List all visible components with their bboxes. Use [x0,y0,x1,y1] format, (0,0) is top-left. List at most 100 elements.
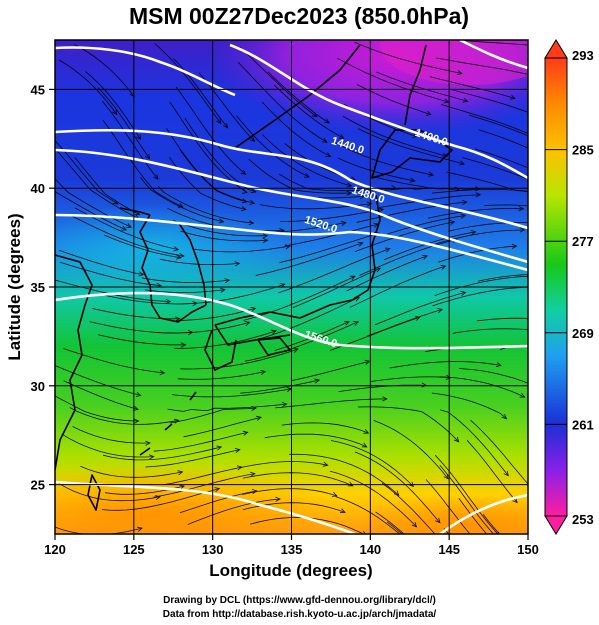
streamline [58,249,144,275]
streamline [69,407,179,425]
streamline [169,101,248,193]
streamline-arrowhead [574,159,579,163]
streamline [242,488,338,497]
streamline [101,100,159,180]
streamline-arrowhead [338,134,345,139]
streamline-arrowhead [438,533,439,534]
streamline-arrowhead [304,172,310,178]
streamline [466,440,518,503]
streamline [145,449,240,468]
streamline-arrowhead [256,415,263,421]
streamline [434,275,528,296]
streamline [459,368,528,384]
wind-streamlines [55,40,595,571]
cold-core-inner [380,40,528,85]
streamline-arrowhead [453,436,460,443]
streamline [194,245,291,253]
contour-1520 [55,213,528,272]
y-tick-label-35: 35 [31,280,45,295]
streamline [292,267,381,309]
streamline-arrowhead [512,497,518,504]
streamline-arrowhead [590,215,595,219]
streamline [425,479,471,534]
streamline [159,258,240,265]
streamline-arrowhead [241,188,248,194]
streamline-arrowhead [384,247,391,253]
streamline [237,61,328,143]
streamline [183,416,262,438]
y-axis-title: Latitude (degrees) [5,213,24,360]
streamline [373,420,449,480]
streamline [284,223,379,247]
streamline-arrowhead [544,567,549,571]
streamline-arrowhead [331,492,338,497]
streamline-arrowhead [244,321,251,326]
streamline-arrowhead [173,246,180,252]
streamline [74,44,135,97]
streamline-arrowhead [249,199,256,205]
streamline-arrowhead [145,440,151,446]
streamline-arrowhead [179,484,185,490]
streamline-arrowhead [241,198,248,204]
streamline-arrowhead [248,220,255,226]
streamline-arrowhead [240,206,247,212]
streamline-arrowhead [137,526,143,532]
streamline [428,208,524,219]
streamline [166,128,255,204]
streamline [440,409,509,476]
streamline [330,470,417,528]
streamline-arrowhead [477,543,482,548]
streamline [55,526,143,534]
streamline [248,158,352,194]
streamline-arrowhead [249,136,256,142]
x-axis-ticks: 120 125 130 135 140 145 150 [44,534,539,557]
colorbar-label-277: 277 [572,234,594,249]
streamline-arrowhead [382,396,388,402]
streamline [335,496,401,534]
streamline [55,190,127,231]
streamline [242,472,353,487]
streamline [349,265,446,308]
streamline-arrowhead [375,267,382,273]
streamline-arrowhead [428,171,435,177]
streamline [439,376,525,398]
colorbar-bar [544,57,568,517]
streamline-arrowhead [509,94,516,100]
streamline [239,46,318,118]
contour-1400 [229,43,528,180]
y-tick-label-25: 25 [31,478,45,493]
streamline-arrowhead [251,489,258,495]
streamline [179,148,247,203]
streamline-arrowhead [409,177,416,183]
streamline-arrowhead [449,220,456,226]
streamline [173,220,268,237]
streamline [255,242,363,276]
streamline-arrowhead [363,531,366,534]
streamline-arrowhead [339,508,346,514]
streamline-arrowhead [324,118,330,124]
streamline [386,521,403,534]
streamline [431,392,507,420]
colorbar-label-269: 269 [572,326,594,341]
streamline [102,446,222,461]
streamline [330,440,414,487]
streamline-arrowhead [173,418,180,424]
streamline [85,71,141,140]
colorbar-top-arrow [544,39,568,59]
warm-region-east [350,495,528,534]
streamline-arrowhead [314,378,321,384]
streamline [177,371,266,380]
streamline [157,185,254,224]
streamline [97,87,150,159]
streamline [429,229,525,247]
streamline [438,245,517,263]
streamline [55,365,141,396]
x-tick-label-130: 130 [202,542,224,557]
streamline [173,58,229,129]
streamline [243,275,356,321]
streamline-arrowhead [136,134,142,141]
streamline-arrowhead [159,370,166,376]
streamline-arrowhead [519,227,526,233]
streamline-arrowhead [138,271,145,277]
